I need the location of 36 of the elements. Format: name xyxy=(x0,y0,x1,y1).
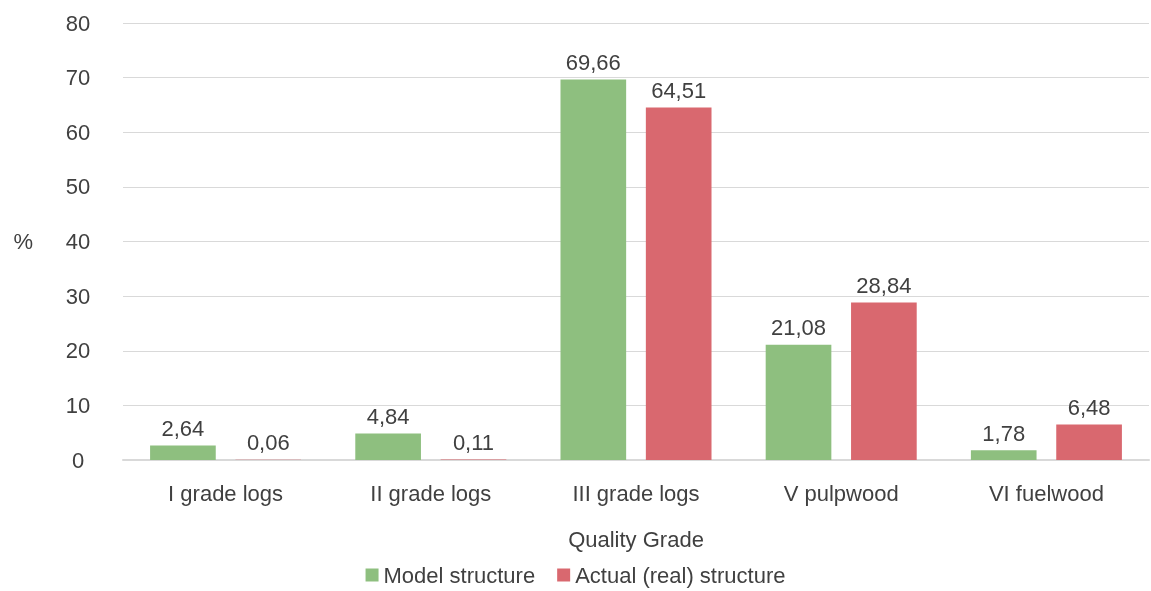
data-label: 69,66 xyxy=(565,49,621,75)
legend-label: Model structure xyxy=(383,562,536,588)
data-label: 28,84 xyxy=(856,272,912,298)
y-tick-label: 10 xyxy=(65,392,91,418)
bar xyxy=(355,433,421,460)
x-tick-label: II grade logs xyxy=(370,480,492,506)
bar xyxy=(1056,424,1122,460)
bar xyxy=(150,445,216,460)
y-tick-label: 20 xyxy=(65,338,91,364)
data-label: 4,84 xyxy=(366,404,410,430)
data-label: 21,08 xyxy=(770,315,827,341)
data-label: 2,64 xyxy=(161,416,205,442)
data-label: 0,11 xyxy=(452,429,495,455)
bar xyxy=(970,450,1037,460)
data-label: 1,78 xyxy=(982,420,1026,446)
bar xyxy=(645,107,712,460)
y-tick-label: 50 xyxy=(65,174,91,200)
y-tick-label: 80 xyxy=(65,10,91,36)
x-tick-label: V pulpwood xyxy=(783,480,899,506)
bar xyxy=(851,302,917,460)
data-label: 0,06 xyxy=(246,430,290,456)
legend-label: Actual (real) structure xyxy=(575,562,786,588)
data-label: 6,48 xyxy=(1067,395,1111,421)
bar xyxy=(765,344,832,460)
y-tick-label: 60 xyxy=(65,119,91,145)
x-tick-label: I grade logs xyxy=(168,480,284,506)
x-tick-label: III grade logs xyxy=(572,480,700,506)
y-tick-label: 30 xyxy=(65,283,91,309)
data-label: 64,51 xyxy=(651,78,707,104)
y-tick-label: 70 xyxy=(65,65,91,91)
y-tick-label: 0 xyxy=(71,447,85,473)
bar xyxy=(560,79,627,460)
x-axis-title: Quality Grade xyxy=(568,526,704,552)
y-tick-label: 40 xyxy=(65,229,91,254)
y-axis-title: % xyxy=(13,229,33,254)
x-tick-label: VI fuelwood xyxy=(988,480,1104,506)
